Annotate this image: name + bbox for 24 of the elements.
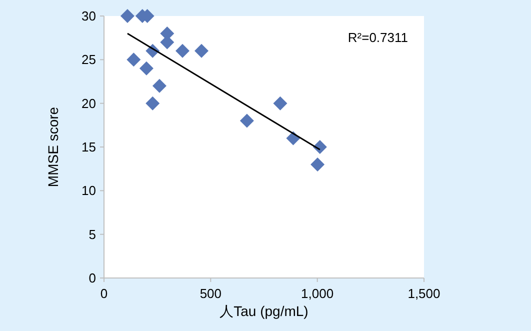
x-axis-title: 人Tau (pg/mL) [220, 303, 308, 319]
point [240, 114, 254, 128]
x-tick-label: 500 [200, 286, 222, 301]
y-axis-title: MMSE score [45, 106, 61, 188]
y-tick-label: 30 [82, 8, 96, 24]
point [139, 61, 154, 76]
point [194, 44, 208, 58]
y-tick-label: 10 [82, 183, 96, 198]
x-tick-label: 1,500 [408, 286, 440, 301]
point [310, 157, 325, 172]
point [120, 9, 134, 23]
point [176, 44, 190, 58]
y-tick-label: 15 [82, 140, 96, 154]
point [152, 78, 166, 93]
point [126, 52, 141, 67]
x-tick-label: 0 [100, 286, 108, 301]
y-tick-label: 20 [82, 96, 96, 111]
y-tick-label: 25 [82, 52, 96, 68]
point [146, 96, 160, 110]
x-tick-label: 1,000 [301, 286, 334, 301]
point [273, 96, 288, 110]
y-tick-label: 5 [88, 226, 96, 242]
annotation: R²=0.7311 [348, 30, 408, 45]
y-tick-label: 0 [88, 270, 96, 286]
